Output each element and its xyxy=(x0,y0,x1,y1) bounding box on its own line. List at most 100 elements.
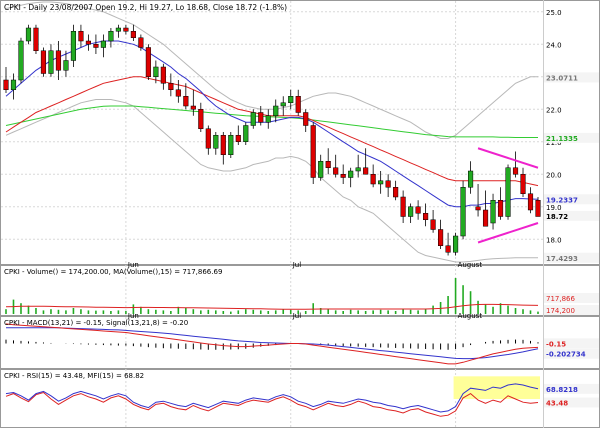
macd-value-label: -0.202734 xyxy=(546,351,586,359)
rsi-value-box xyxy=(544,397,599,408)
candle-body xyxy=(288,96,294,103)
candle-body xyxy=(70,31,77,61)
candle-body xyxy=(213,135,219,149)
candle-body xyxy=(467,170,474,188)
candle-body xyxy=(235,135,241,142)
macd-header: CPKI - MACD(13,21) = -0.15, Signal(13,21… xyxy=(4,319,188,327)
price-value-box xyxy=(544,194,599,205)
candle-body xyxy=(100,40,106,48)
volume-value-label: 174,200 xyxy=(546,307,575,315)
candle-body xyxy=(228,135,234,155)
candle-body xyxy=(505,167,511,217)
candle-body xyxy=(108,31,114,42)
candle-body xyxy=(78,31,84,42)
macd-value-box xyxy=(544,338,599,349)
candle-body xyxy=(280,102,286,107)
mfi-line xyxy=(5,383,539,413)
grid-lines xyxy=(1,1,543,427)
volume-bars xyxy=(5,278,539,314)
candle-body xyxy=(303,112,309,126)
candle-body xyxy=(482,209,489,227)
price-tick-label: 18.0 xyxy=(546,236,562,244)
price-tick-label: 20.0 xyxy=(546,171,562,179)
candle-body xyxy=(33,27,39,51)
candle-body xyxy=(273,105,279,116)
candle-body xyxy=(310,125,316,178)
bollinger-bands xyxy=(5,1,538,263)
axis-labels: 25.024.023.022.021.020.019.018.0JunJunJu… xyxy=(127,9,599,408)
macd-line xyxy=(5,323,539,365)
rsi-header: CPKI - RSI(15) = 43.48, MFI(15) = 68.82 xyxy=(4,372,144,380)
candle-body xyxy=(168,83,174,90)
month-label-volume: August xyxy=(458,312,483,320)
candle-body xyxy=(385,180,391,188)
price-tick-label: 24.0 xyxy=(546,41,562,49)
candle-body xyxy=(295,96,301,113)
candle-body xyxy=(453,235,459,253)
candle-body xyxy=(423,213,429,220)
candle-body xyxy=(348,170,354,178)
upper-band-line xyxy=(5,1,538,139)
macd-value-label: -0.15 xyxy=(546,340,566,348)
candle-body xyxy=(363,167,369,175)
price-value-box xyxy=(544,132,599,143)
candle-body xyxy=(145,47,151,77)
rsi-mfi-lines xyxy=(5,383,539,417)
macd-lines xyxy=(5,323,539,365)
rsi-line xyxy=(5,391,539,417)
rsi-value-box xyxy=(544,383,599,394)
candle-body xyxy=(220,135,226,155)
candle-body xyxy=(160,66,166,84)
candle-body xyxy=(138,37,144,48)
candle-body xyxy=(10,79,17,90)
candle-body xyxy=(460,187,466,237)
candle-body xyxy=(205,128,211,149)
candle-body xyxy=(250,112,256,126)
candle-body xyxy=(190,105,196,110)
candle-body xyxy=(123,27,129,32)
candle-body xyxy=(93,44,99,48)
candle-body xyxy=(512,167,519,175)
moving-averages xyxy=(5,40,539,208)
candle-body xyxy=(198,109,204,129)
candle-body xyxy=(265,115,271,123)
candle-body xyxy=(153,66,159,77)
month-label-volume: Jul xyxy=(292,312,302,320)
volume-value-box xyxy=(544,293,599,303)
price-panel-frame xyxy=(0,0,600,265)
candle-body xyxy=(378,180,384,185)
candle-body xyxy=(130,31,136,38)
candle-body xyxy=(25,27,32,42)
volume-value-box xyxy=(544,305,599,315)
volume-ma-line xyxy=(5,303,539,310)
price-value-label: 19.2337 xyxy=(546,196,578,204)
candle-body xyxy=(333,167,339,175)
macd-signal-line xyxy=(6,327,539,360)
candle-body xyxy=(393,187,399,198)
candle-body xyxy=(520,174,526,194)
candle-body xyxy=(370,174,376,185)
ma-fast-line xyxy=(5,40,539,208)
candle-body xyxy=(415,206,421,214)
candle-body xyxy=(408,206,414,217)
price-value-box xyxy=(544,72,599,83)
price-value-label: 21.1335 xyxy=(546,135,578,143)
candle-body xyxy=(183,96,189,107)
candle-body xyxy=(490,200,496,224)
candle-body xyxy=(325,161,331,168)
price-value-label: 18.72 xyxy=(546,213,568,221)
rsi-value-label: 68.8218 xyxy=(546,386,578,394)
month-label: August xyxy=(458,261,483,269)
candle-body xyxy=(430,219,436,230)
ma-long-line xyxy=(5,105,538,138)
price-value-label: 23.0711 xyxy=(546,74,578,82)
candle-body xyxy=(445,245,451,253)
candle-body xyxy=(527,193,534,211)
ma-slow-line xyxy=(5,76,539,187)
candle-body xyxy=(3,79,9,90)
price-candles xyxy=(3,24,541,256)
candle-body xyxy=(55,50,62,71)
price-header: CPKI - Daily 23/08/2007 Open 19.2, Hi 19… xyxy=(4,3,287,12)
candle-body xyxy=(400,196,406,217)
